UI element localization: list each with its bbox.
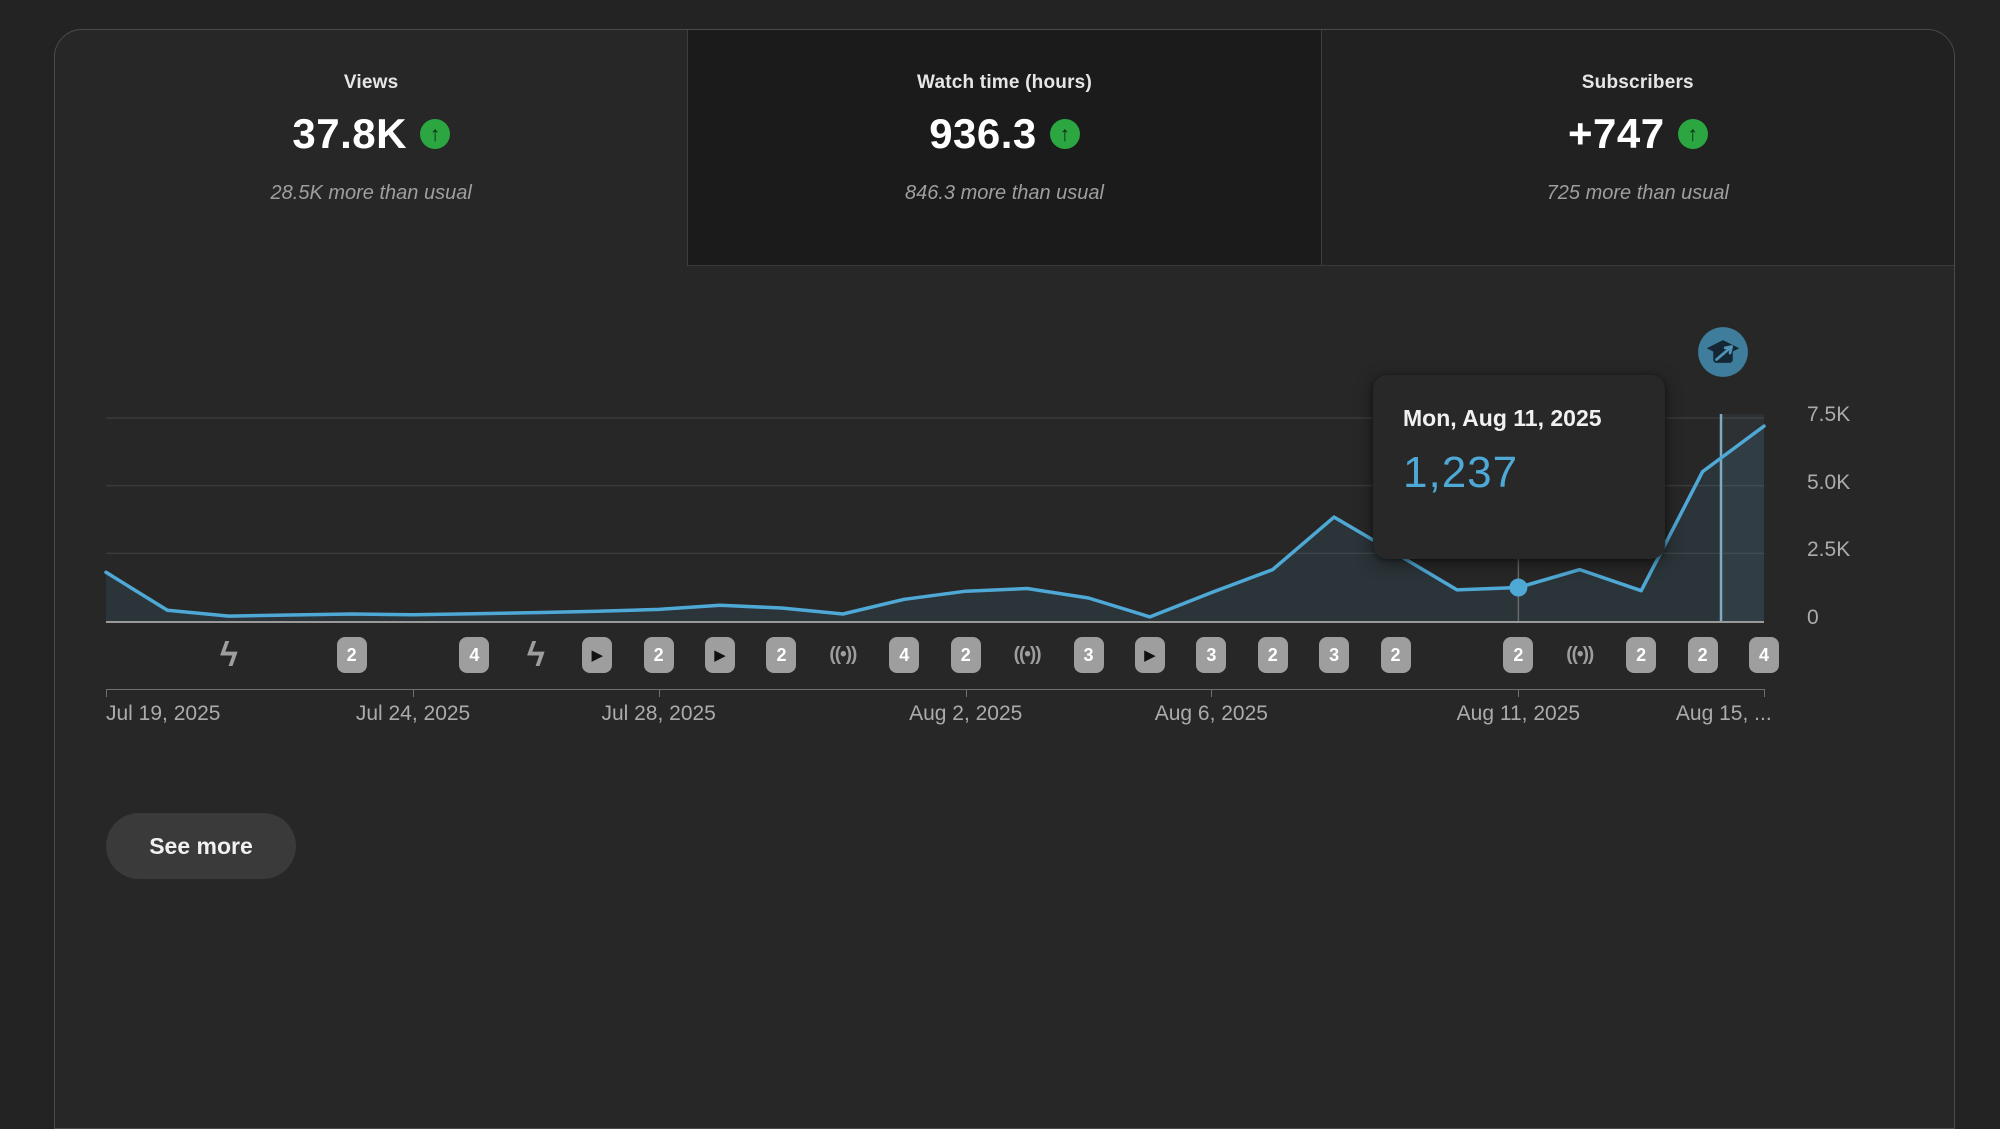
series-area-fill (106, 426, 1764, 621)
youtube-studio-analytics: { "metrics": [ { "label": "Views", "valu… (54, 29, 1955, 1129)
live-stream-icon[interactable]: ((•)) (829, 644, 857, 665)
x-axis-date-label: Aug 15, ... (1675, 702, 1772, 725)
highlighted-data-point (1509, 578, 1528, 597)
chart-plot (104, 414, 1766, 623)
y-axis-tick-label: 2.5K (1807, 538, 1851, 562)
metric-value: +747 (1568, 110, 1665, 157)
published-count-badge[interactable]: 2 (1626, 637, 1657, 673)
metric-delta: 28.5K more than usual (270, 182, 472, 204)
metric-tab-views[interactable]: Views 37.8K ↑ 28.5K more than usual (55, 30, 689, 266)
metric-tab-subscribers[interactable]: Subscribers +747 ↑ 725 more than usual (1321, 30, 1954, 266)
metric-label: Subscribers (1581, 72, 1694, 93)
x-axis-date-label: Aug 6, 2025 (1154, 702, 1268, 725)
published-count-badge[interactable]: 3 (1196, 637, 1227, 673)
tooltip-date: Mon, Aug 11, 2025 (1403, 405, 1602, 431)
live-stream-icon[interactable]: ((•)) (1013, 644, 1042, 665)
y-axis-tick-label: 5.0K (1807, 470, 1851, 494)
published-count-badge[interactable]: 3 (1319, 637, 1350, 673)
published-count-badge[interactable]: 2 (766, 637, 797, 673)
video-published-icon[interactable]: ▶ (1134, 637, 1165, 673)
published-count-badge[interactable]: 2 (336, 637, 367, 673)
milestone-highlight-region (1721, 414, 1764, 621)
chart-tooltip: Mon, Aug 11, 2025 1,237 (1373, 375, 1665, 559)
published-count-badge[interactable]: 4 (459, 637, 490, 673)
analytics-card: Views 37.8K ↑ 28.5K more than usual Watc… (54, 29, 1955, 1129)
x-axis-date-label: Jul 24, 2025 (355, 702, 471, 725)
x-axis-date-label: Aug 2, 2025 (909, 702, 1023, 725)
date-axis-tick (965, 689, 967, 697)
live-stream-icon[interactable]: ((•)) (1566, 644, 1594, 665)
metric-tab-watch-time[interactable]: Watch time (hours) 936.3 ↑ 846.3 more th… (688, 30, 1322, 266)
published-count-badge[interactable]: 2 (1503, 637, 1534, 673)
video-published-icon[interactable]: ▶ (705, 637, 736, 673)
video-published-icon[interactable]: ▶ (582, 637, 613, 673)
trend-up-icon: ↑ (419, 119, 450, 149)
content-published-icon-strip: ϟ 2 4 ϟ ▶ 2 ▶ 2 ((•)) 4 2 ((•)) 3 ▶ 3 2 3 2 2 ((•)) 2 2 4 (55, 266, 1954, 826)
metric-label: Watch time (hours) (917, 72, 1092, 93)
date-axis-line (106, 689, 1764, 690)
published-count-badge[interactable]: 3 (1073, 637, 1104, 673)
x-axis-date-label: Jul 19, 2025 (106, 702, 221, 725)
views-series-line (104, 424, 1766, 619)
y-axis-tick-label: 7.5K (1807, 403, 1851, 426)
metric-delta: 846.3 more than usual (904, 182, 1104, 204)
metric-delta: 725 more than usual (1546, 182, 1729, 204)
date-axis-tick (1518, 689, 1520, 697)
date-axis-tick (658, 689, 660, 697)
published-count-badge[interactable]: 2 (643, 637, 674, 673)
published-count-badge[interactable]: 2 (950, 637, 981, 673)
metric-label: Views (343, 72, 399, 93)
date-axis-tick (1211, 689, 1213, 697)
published-count-badge[interactable]: 2 (1687, 637, 1718, 673)
trend-up-icon: ↑ (1049, 119, 1080, 149)
metric-value: 37.8K (292, 110, 407, 157)
shorts-published-icon[interactable]: ϟ (526, 636, 545, 674)
metric-tab-strip: Views 37.8K ↑ 28.5K more than usual Watc… (55, 30, 1954, 266)
metric-value: 936.3 (929, 110, 1037, 157)
see-more-button[interactable]: See more (106, 813, 296, 879)
published-count-badge[interactable]: 2 (1380, 637, 1411, 673)
graduation-cap-milestone-icon[interactable] (1697, 326, 1749, 378)
published-count-badge[interactable]: 4 (889, 637, 920, 673)
date-axis-tick (1764, 689, 1765, 697)
x-axis-date-label: Jul 28, 2025 (601, 702, 716, 725)
y-axis-tick-label: 0 (1807, 606, 1819, 629)
date-axis-tick (413, 689, 415, 697)
shorts-published-icon[interactable]: ϟ (219, 636, 238, 674)
published-count-badge[interactable]: 2 (1257, 637, 1288, 673)
published-count-badge[interactable]: 4 (1749, 637, 1779, 673)
date-axis-tick (106, 689, 107, 697)
x-axis-date-label: Aug 11, 2025 (1456, 702, 1581, 725)
views-line-chart[interactable]: 7.5K 5.0K 2.5K 0 Mon, Aug 11, 2025 1,237 ϟ 2… (55, 266, 1954, 826)
trend-up-icon: ↑ (1677, 119, 1708, 149)
tooltip-value: 1,237 (1403, 448, 1519, 497)
